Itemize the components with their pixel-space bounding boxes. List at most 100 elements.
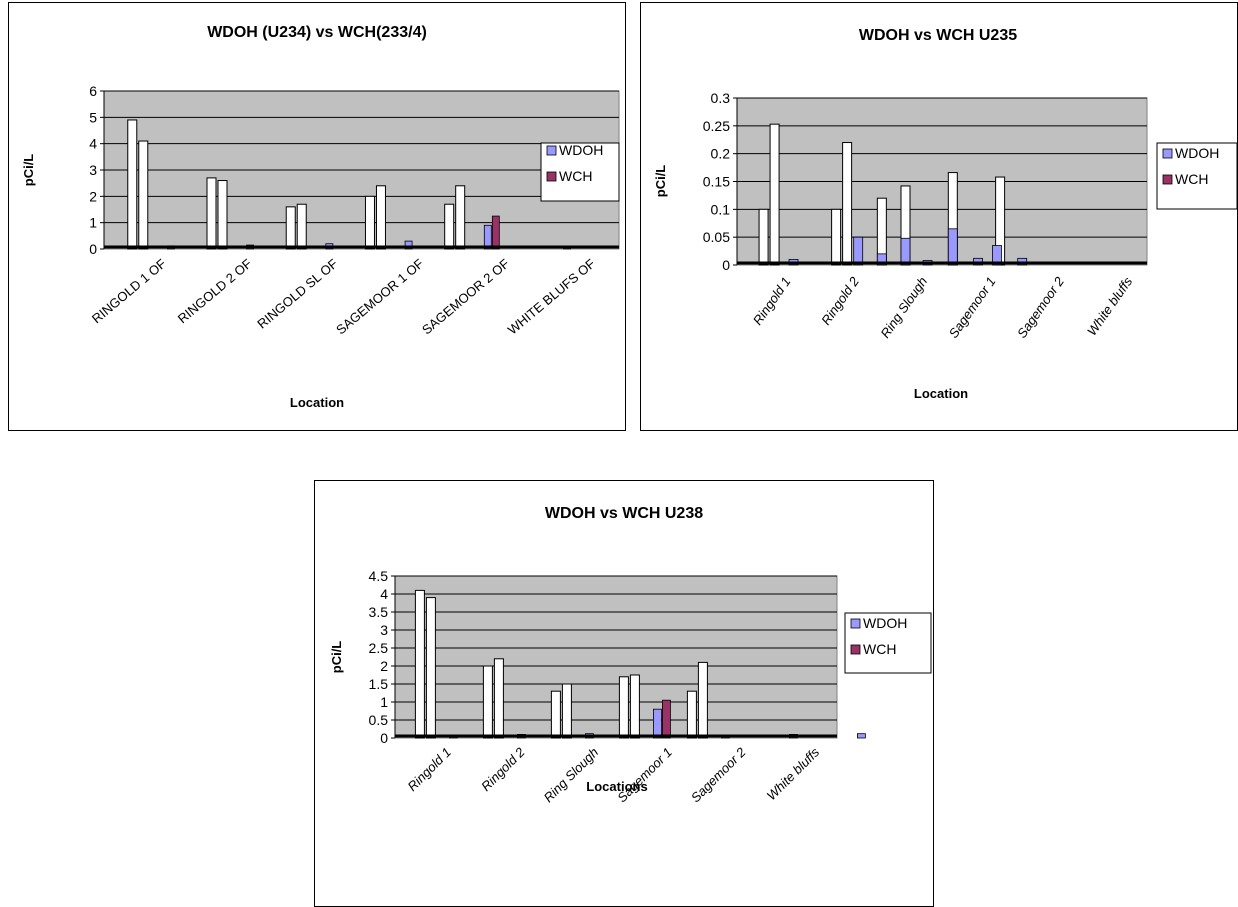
y-tick-label: 0.25	[703, 118, 730, 134]
outline-bar	[425, 597, 436, 739]
y-axis-label: pCi/L	[653, 165, 668, 198]
outline-bar	[493, 658, 504, 739]
chart-u234: WDOH (U234) vs WCH(233/4) 0 1 2 3 4 5 6 RINGOLD …	[21, 24, 620, 410]
y-tick-label: 6	[89, 83, 97, 99]
y-tick-label: 4	[380, 586, 388, 602]
outline-bar	[206, 177, 217, 250]
outline-bar	[414, 589, 425, 739]
legend-label-wdoh: WDOH	[559, 142, 603, 158]
y-tick-label: 1	[380, 694, 388, 710]
legend-label-wch: WCH	[559, 168, 592, 184]
outline-bar	[561, 683, 572, 739]
y-tick-label: 0.1	[711, 201, 731, 217]
outline-bar	[618, 676, 629, 739]
x-category-label: White bluffs	[764, 744, 823, 803]
bar-wdoh	[853, 236, 864, 266]
y-tick-label: 2	[89, 188, 97, 204]
y-tick-label: 0.3	[711, 90, 731, 106]
x-category-label: Sagemoor 1	[946, 274, 999, 341]
outline-bar	[296, 203, 307, 250]
bar-wdoh	[992, 245, 1002, 266]
x-axis-label: Locations	[586, 779, 647, 794]
outline-bar	[686, 690, 697, 739]
x-category-label: Ring Slough	[877, 274, 930, 341]
x-category-label: Ringold 1	[750, 274, 794, 328]
x-category-label: Sagemoor 2	[1014, 273, 1067, 340]
bar-wch	[491, 215, 500, 250]
outline-bar	[550, 690, 561, 739]
legend-label-wdoh: WDOH	[1175, 145, 1219, 161]
x-category-label: Sagemoor 2	[688, 744, 749, 805]
x-category-label: Ring Slough	[541, 745, 602, 806]
y-tick-label: 4	[89, 136, 97, 152]
x-category-label: Sagemoor 1	[614, 745, 675, 806]
y-tick-label: 2.5	[369, 640, 389, 656]
outline-bar	[455, 185, 466, 250]
y-tick-label: 1.5	[369, 676, 389, 692]
outline-bar	[831, 208, 842, 266]
y-tick-label: 0.15	[703, 174, 730, 190]
x-category-label: Ringold 2	[818, 273, 862, 327]
x-category-label: WHITE BLUFS OF	[505, 256, 598, 338]
legend-label-wch: WCH	[863, 641, 896, 657]
y-tick-label: 4.5	[369, 568, 389, 584]
chart-panel-u235: WDOH vs WCH U235 0 0.05 0.1 0.15 0.2 0.25 0.3 Ri…	[640, 2, 1238, 431]
x-category-label: White bluffs	[1084, 274, 1136, 339]
legend-swatch-wdoh	[546, 145, 557, 156]
y-tick-label: 0.5	[369, 712, 389, 728]
chart-title: WDOH (U234) vs WCH(233/4)	[207, 24, 427, 41]
bar-wdoh	[900, 237, 911, 266]
legend-label-wch: WCH	[1175, 171, 1208, 187]
x-category-label: SAGEMOOR 2 OF	[419, 256, 512, 338]
bar-wdoh	[947, 228, 958, 266]
outline-bar	[842, 142, 853, 266]
chart-title: WDOH vs WCH U235	[859, 27, 1017, 44]
bar-wch	[661, 699, 671, 739]
y-tick-label: 3.5	[369, 604, 389, 620]
legend-label-wdoh: WDOH	[863, 615, 907, 631]
y-tick-label: 0	[89, 241, 97, 257]
outline-bar	[697, 661, 708, 739]
outline-bar	[444, 203, 455, 250]
chart-u238: WDOH vs WCH U238 0 0.5 1 1.5 2 2.5 3 3.5 4 4.5 Ring…	[329, 505, 932, 806]
plot-area	[394, 575, 838, 739]
outline-bar	[758, 208, 769, 266]
y-axis-label: pCi/L	[329, 641, 344, 674]
x-category-label: SAGEMOOR 1 OF	[333, 256, 426, 338]
chart-title: WDOH vs WCH U238	[545, 505, 703, 522]
outline-bar	[285, 206, 296, 250]
legend-swatch-wch	[1162, 174, 1173, 185]
outline-bar	[217, 180, 228, 250]
legend-swatch-wch	[546, 171, 557, 182]
y-tick-label: 0.2	[711, 146, 731, 162]
legend-swatch-wch	[850, 644, 861, 655]
outline-bar	[629, 674, 640, 739]
x-category-label: RINGOLD SL OF	[254, 256, 340, 332]
y-axis-label: pCi/L	[21, 154, 36, 187]
y-tick-label: 5	[89, 109, 97, 125]
x-category-label: RINGOLD 1 OF	[89, 256, 169, 326]
y-tick-label: 3	[380, 622, 388, 638]
x-category-label: Ringold 2	[478, 744, 528, 794]
x-axis-label: Location	[914, 386, 968, 401]
y-tick-label: 1	[89, 215, 97, 231]
y-tick-label: 0.05	[703, 229, 730, 245]
x-category-label: Ringold 1	[405, 745, 454, 794]
outline-bar	[364, 195, 375, 250]
chart-u235: WDOH vs WCH U235 0 0.05 0.1 0.15 0.2 0.25 0.3 Ri…	[653, 27, 1237, 401]
y-tick-label: 0	[722, 257, 730, 273]
outline-bar	[127, 119, 138, 250]
bar-wdoh	[857, 733, 866, 739]
legend-swatch-wdoh	[1162, 148, 1173, 159]
chart-panel-u234: WDOH (U234) vs WCH(233/4) 0 1 2 3 4 5 6 RINGOLD …	[8, 2, 626, 431]
outline-bar	[482, 665, 493, 739]
bar-wdoh	[652, 708, 662, 739]
y-tick-label: 2	[380, 658, 388, 674]
legend-swatch-wdoh	[850, 618, 861, 629]
y-tick-label: 0	[380, 730, 388, 746]
x-category-label: RINGOLD 2 OF	[175, 256, 255, 326]
bar-wdoh	[876, 253, 887, 266]
chart-panel-u238: WDOH vs WCH U238 0 0.5 1 1.5 2 2.5 3 3.5 4 4.5 Ring…	[314, 480, 934, 907]
bar-wdoh	[404, 240, 413, 250]
y-tick-label: 3	[89, 162, 97, 178]
